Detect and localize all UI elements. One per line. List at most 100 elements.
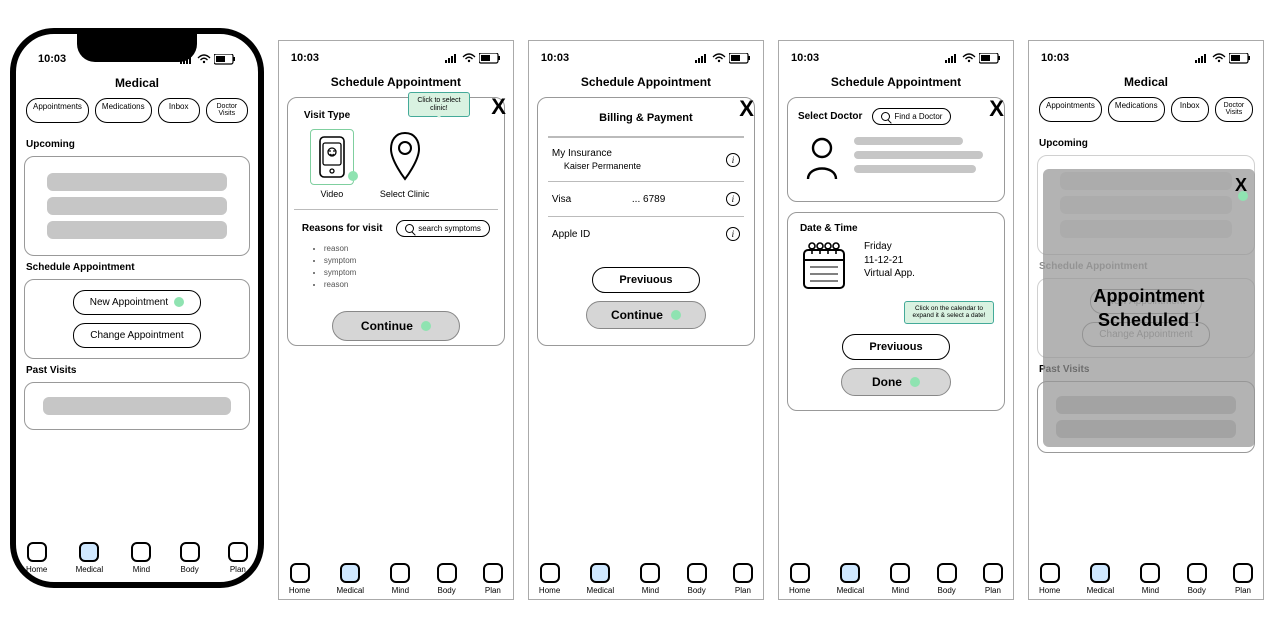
appt-date: 11-12-21 [864, 254, 915, 268]
info-icon[interactable]: i [726, 192, 740, 206]
nav-body[interactable]: Body [1187, 563, 1207, 595]
nav-plan[interactable]: Plan [228, 542, 248, 574]
nav-label: Plan [230, 565, 246, 574]
highlight-dot-icon [910, 377, 920, 387]
nav-mind[interactable]: Mind [390, 563, 410, 595]
card-row[interactable]: Visa ... 6789 i [548, 181, 744, 216]
nav-icon [131, 542, 151, 562]
panel-title: Billing & Payment [548, 98, 744, 137]
nav-medical[interactable]: Medical [837, 563, 865, 595]
close-icon[interactable]: X [739, 96, 754, 122]
close-icon[interactable]: X [989, 96, 1004, 122]
wifi-icon [462, 53, 476, 63]
ghost-line [854, 151, 983, 159]
nav-home[interactable]: Home [789, 563, 810, 595]
nav-label: Body [688, 586, 706, 595]
schedule-card: New Appointment Change Appointment [24, 279, 250, 359]
tab-appointments[interactable]: Appointments [26, 98, 89, 123]
info-icon[interactable]: i [726, 153, 740, 167]
continue-button[interactable]: Continue [332, 311, 460, 341]
nav-home[interactable]: Home [26, 542, 47, 574]
highlight-dot-icon [421, 321, 431, 331]
nav-plan[interactable]: Plan [1233, 563, 1253, 595]
nav-home[interactable]: Home [1039, 563, 1060, 595]
nav-body[interactable]: Body [180, 542, 200, 574]
tab-inbox[interactable]: Inbox [1171, 97, 1209, 122]
status-bar: 10:03 [537, 47, 755, 69]
doctor-row [802, 135, 990, 181]
calendar-icon[interactable] [800, 240, 848, 297]
nav-plan[interactable]: Plan [483, 563, 503, 595]
tab-inbox[interactable]: Inbox [158, 98, 200, 123]
nav-icon [1140, 563, 1160, 583]
signal-icon [695, 53, 709, 63]
nav-label: Mind [1142, 586, 1159, 595]
ghost-line [854, 165, 976, 173]
nav-label: Plan [735, 586, 751, 595]
nav-medical[interactable]: Medical [1087, 563, 1115, 595]
close-icon[interactable]: X [491, 94, 506, 120]
nav-label: Body [938, 586, 956, 595]
tooltip-calendar: Click on the calendar to expand it & sel… [904, 301, 994, 324]
nav-label: Plan [1235, 586, 1251, 595]
tab-appointments[interactable]: Appointments [1039, 97, 1102, 122]
tab-doctor-visits[interactable]: Doctor Visits [1215, 97, 1253, 122]
nav-label: Medical [587, 586, 615, 595]
nav-home[interactable]: Home [539, 563, 560, 595]
new-appointment-button[interactable]: New Appointment [73, 290, 201, 315]
nav-label: Mind [642, 586, 659, 595]
tab-doctor-visits[interactable]: Doctor Visits [206, 98, 248, 123]
doctor-card: X Select Doctor Find a Doctor [787, 97, 1005, 202]
signal-icon [445, 53, 459, 63]
page-title: Schedule Appointment [287, 75, 505, 89]
nav-body[interactable]: Body [437, 563, 457, 595]
nav-icon [79, 542, 99, 562]
nav-medical[interactable]: Medical [76, 542, 104, 574]
nav-icon [937, 563, 957, 583]
nav-mind[interactable]: Mind [640, 563, 660, 595]
nav-body[interactable]: Body [687, 563, 707, 595]
done-button[interactable]: Done [841, 368, 951, 396]
nav-label: Home [26, 565, 47, 574]
tab-medications[interactable]: Medications [1108, 97, 1165, 122]
nav-plan[interactable]: Plan [983, 563, 1003, 595]
nav-mind[interactable]: Mind [1140, 563, 1160, 595]
nav-icon [180, 542, 200, 562]
nav-label: Home [1039, 586, 1060, 595]
previous-button[interactable]: Previuous [592, 267, 699, 293]
nav-label: Body [181, 565, 199, 574]
info-icon[interactable]: i [726, 227, 740, 241]
appointment-info: Friday 11-12-21 Virtual App. [864, 240, 915, 281]
battery-icon [1229, 53, 1251, 64]
button-label: Change Appointment [90, 330, 183, 341]
bottom-nav: Home Medical Mind Body Plan [787, 557, 1005, 595]
nav-body[interactable]: Body [937, 563, 957, 595]
nav-mind[interactable]: Mind [890, 563, 910, 595]
wifi-icon [1212, 53, 1226, 63]
nav-medical[interactable]: Medical [337, 563, 365, 595]
continue-button[interactable]: Continue [586, 301, 706, 329]
search-icon [881, 112, 890, 121]
list-item: symptom [324, 255, 490, 267]
placeholder: Find a Doctor [894, 112, 942, 121]
nav-label: Mind [392, 586, 409, 595]
visit-option-clinic[interactable]: Select Clinic [380, 129, 430, 199]
previous-button[interactable]: Previuous [842, 334, 949, 360]
search-symptoms-input[interactable]: search symptoms [396, 220, 490, 237]
status-bar: 10:03 [1037, 47, 1255, 69]
nav-home[interactable]: Home [289, 563, 310, 595]
tab-medications[interactable]: Medications [95, 98, 152, 123]
list-item: reason [324, 279, 490, 291]
insurance-row[interactable]: My Insurance Kaiser Permanente i [548, 137, 744, 181]
find-doctor-input[interactable]: Find a Doctor [872, 108, 951, 125]
list-item [47, 197, 226, 215]
nav-label: Medical [76, 565, 104, 574]
appleid-row[interactable]: Apple ID i [548, 216, 744, 251]
row-label: Visa [552, 194, 571, 205]
nav-plan[interactable]: Plan [733, 563, 753, 595]
nav-medical[interactable]: Medical [587, 563, 615, 595]
visit-option-video[interactable]: Video [310, 129, 354, 199]
change-appointment-button[interactable]: Change Appointment [73, 323, 200, 348]
nav-mind[interactable]: Mind [131, 542, 151, 574]
button-label: Done [872, 375, 902, 389]
